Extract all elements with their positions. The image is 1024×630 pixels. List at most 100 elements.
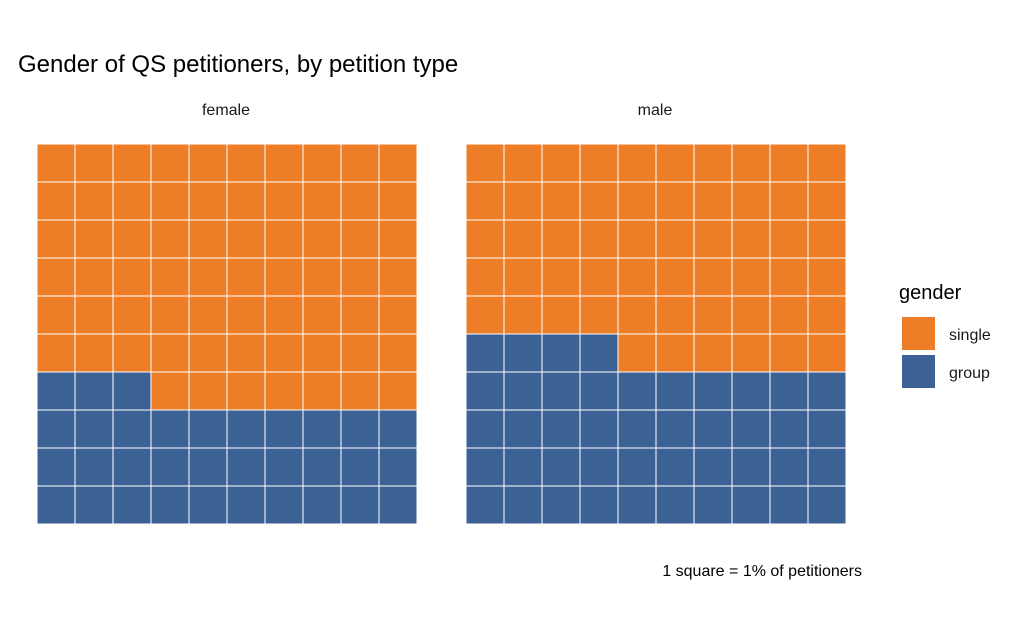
waffle-square-male-group [465, 371, 505, 411]
waffle-square-male-single [579, 219, 619, 259]
waffle-square-male-single [579, 143, 619, 183]
waffle-square-male-group [731, 371, 771, 411]
waffle-square-male-single [731, 295, 771, 335]
waffle-square-male-single [769, 143, 809, 183]
facet-label-male: male [638, 102, 673, 119]
waffle-square-female-single [226, 371, 266, 411]
legend-swatch-single [902, 317, 935, 350]
waffle-square-female-group [74, 409, 114, 449]
waffle-square-male-group [769, 371, 809, 411]
waffle-square-male-group [579, 371, 619, 411]
waffle-square-female-single [226, 219, 266, 259]
waffle-square-female-single [264, 295, 304, 335]
waffle-square-female-single [378, 181, 418, 221]
waffle-square-female-group [226, 409, 266, 449]
waffle-square-male-single [503, 219, 543, 259]
waffle-square-male-single [503, 257, 543, 297]
waffle-square-female-single [188, 371, 228, 411]
waffle-square-male-single [655, 219, 695, 259]
waffle-square-female-single [340, 257, 380, 297]
waffle-square-male-single [731, 333, 771, 373]
waffle-square-male-single [807, 219, 847, 259]
waffle-square-male-single [617, 333, 657, 373]
waffle-square-male-single [731, 257, 771, 297]
waffle-square-female-single [264, 143, 304, 183]
waffle-square-male-group [693, 409, 733, 449]
waffle-square-female-single [378, 371, 418, 411]
waffle-square-male-single [465, 295, 505, 335]
waffle-square-male-group [807, 371, 847, 411]
waffle-square-female-group [378, 409, 418, 449]
waffle-square-female-single [36, 295, 76, 335]
waffle-square-female-single [264, 181, 304, 221]
waffle-square-male-group [503, 371, 543, 411]
waffle-square-female-group [74, 447, 114, 487]
waffle-square-male-group [769, 447, 809, 487]
waffle-square-female-group [302, 409, 342, 449]
waffle-square-female-single [112, 143, 152, 183]
waffle-square-male-group [655, 409, 695, 449]
waffle-square-female-single [188, 295, 228, 335]
waffle-square-female-single [150, 257, 190, 297]
waffle-square-female-single [302, 295, 342, 335]
waffle-square-female-group [226, 485, 266, 525]
waffle-square-male-group [655, 485, 695, 525]
waffle-square-male-group [579, 447, 619, 487]
waffle-square-female-group [302, 485, 342, 525]
waffle-panel-male [465, 143, 847, 525]
waffle-square-female-group [112, 371, 152, 411]
waffle-square-male-group [503, 447, 543, 487]
waffle-square-female-single [74, 143, 114, 183]
waffle-square-female-single [112, 257, 152, 297]
waffle-square-male-single [579, 257, 619, 297]
waffle-square-female-single [36, 257, 76, 297]
waffle-square-male-single [617, 257, 657, 297]
waffle-square-male-single [807, 181, 847, 221]
waffle-square-female-group [36, 485, 76, 525]
waffle-square-female-single [340, 371, 380, 411]
waffle-square-female-single [340, 181, 380, 221]
waffle-square-male-group [465, 409, 505, 449]
legend-label-group: group [949, 365, 990, 382]
waffle-square-female-group [264, 485, 304, 525]
legend: gender single group [899, 282, 991, 388]
waffle-square-male-group [731, 485, 771, 525]
waffle-square-female-single [112, 333, 152, 373]
waffle-square-male-group [465, 447, 505, 487]
waffle-square-female-single [36, 219, 76, 259]
waffle-square-male-group [465, 333, 505, 373]
waffle-square-female-group [36, 409, 76, 449]
waffle-square-female-single [264, 371, 304, 411]
waffle-square-female-group [340, 485, 380, 525]
waffle-square-female-group [226, 447, 266, 487]
waffle-square-male-single [655, 295, 695, 335]
waffle-square-female-group [340, 409, 380, 449]
waffle-square-male-group [655, 371, 695, 411]
waffle-square-female-group [302, 447, 342, 487]
waffle-square-male-single [769, 333, 809, 373]
waffle-square-male-single [807, 333, 847, 373]
waffle-square-male-single [769, 181, 809, 221]
waffle-square-male-single [807, 143, 847, 183]
waffle-square-female-single [74, 295, 114, 335]
waffle-square-female-single [226, 333, 266, 373]
waffle-square-male-group [769, 409, 809, 449]
waffle-square-male-group [503, 485, 543, 525]
waffle-square-female-group [36, 371, 76, 411]
waffle-square-male-single [541, 143, 581, 183]
waffle-square-female-group [188, 447, 228, 487]
legend-label-single: single [949, 327, 991, 344]
waffle-square-male-group [541, 333, 581, 373]
waffle-square-male-group [541, 485, 581, 525]
waffle-square-female-single [302, 143, 342, 183]
waffle-square-female-single [150, 295, 190, 335]
waffle-square-male-group [731, 447, 771, 487]
waffle-square-female-single [112, 295, 152, 335]
waffle-square-female-single [302, 371, 342, 411]
waffle-square-female-single [340, 333, 380, 373]
waffle-square-male-single [617, 219, 657, 259]
waffle-square-female-single [226, 295, 266, 335]
waffle-square-female-group [150, 447, 190, 487]
waffle-square-male-single [617, 143, 657, 183]
